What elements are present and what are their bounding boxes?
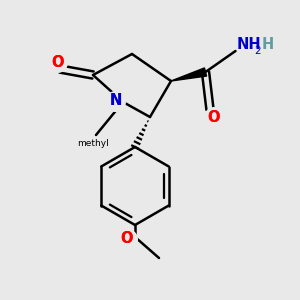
Text: O: O: [207, 110, 220, 124]
Text: O: O: [120, 231, 133, 246]
Text: methyl: methyl: [77, 139, 109, 148]
Polygon shape: [171, 68, 207, 81]
Point: [113, 98, 118, 103]
Text: N: N: [109, 93, 122, 108]
Text: NH: NH: [237, 37, 262, 52]
Text: O: O: [51, 55, 63, 70]
Text: 2: 2: [254, 46, 261, 56]
Text: N: N: [109, 93, 122, 108]
Text: O: O: [51, 55, 63, 70]
Point: [124, 236, 129, 241]
Text: O: O: [207, 110, 220, 124]
Point: [55, 60, 59, 65]
Text: H: H: [262, 37, 274, 52]
Point: [211, 115, 216, 119]
Text: O: O: [120, 231, 133, 246]
